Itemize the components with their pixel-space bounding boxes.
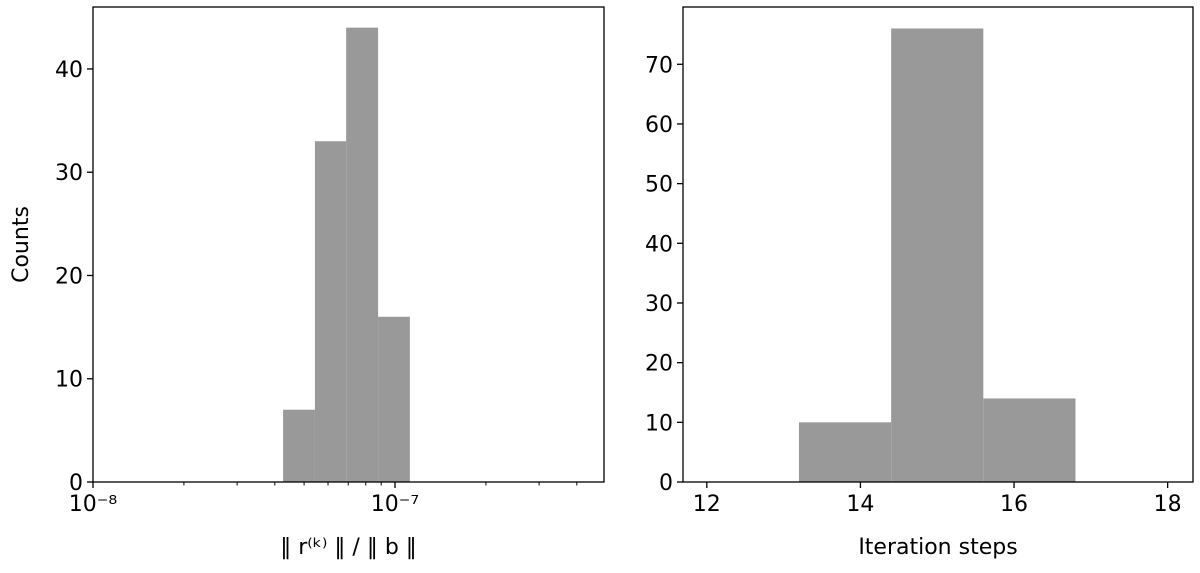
y-tick-label: 40 bbox=[55, 58, 83, 83]
y-tick-label: 40 bbox=[645, 232, 673, 257]
bar bbox=[346, 27, 379, 483]
y-tick-label: 10 bbox=[55, 368, 83, 393]
y-tick-label: 0 bbox=[659, 471, 673, 496]
y-tick-label: 30 bbox=[55, 161, 83, 186]
axes-frame bbox=[682, 6, 1194, 483]
bar bbox=[283, 409, 315, 482]
y-tick-label: 10 bbox=[645, 411, 673, 436]
bar bbox=[314, 141, 347, 482]
y-tick-label: 50 bbox=[645, 173, 673, 198]
y-tick-label: 20 bbox=[645, 352, 673, 377]
x-tick-label: 12 bbox=[693, 492, 721, 517]
x-tick-label: 10⁻⁸ bbox=[69, 492, 118, 517]
x-axis-label: ‖ r⁽ᵏ⁾ ‖ / ‖ b ‖ bbox=[280, 535, 417, 560]
bar bbox=[798, 422, 892, 482]
x-tick-label: 10⁻⁷ bbox=[371, 492, 419, 517]
bar bbox=[891, 28, 984, 482]
bar bbox=[983, 398, 1076, 482]
y-tick-label: 70 bbox=[645, 53, 673, 78]
y-tick-label: 0 bbox=[69, 471, 83, 496]
x-tick-label: 18 bbox=[1154, 492, 1182, 517]
x-axis-label: Iteration steps bbox=[858, 535, 1017, 560]
bar bbox=[378, 316, 410, 482]
y-tick-label: 30 bbox=[645, 292, 673, 317]
x-tick-label: 16 bbox=[1000, 492, 1028, 517]
y-axis-label: Counts bbox=[9, 206, 34, 283]
x-tick-label: 14 bbox=[846, 492, 874, 517]
y-tick-label: 60 bbox=[645, 113, 673, 138]
y-tick-label: 20 bbox=[55, 264, 83, 289]
